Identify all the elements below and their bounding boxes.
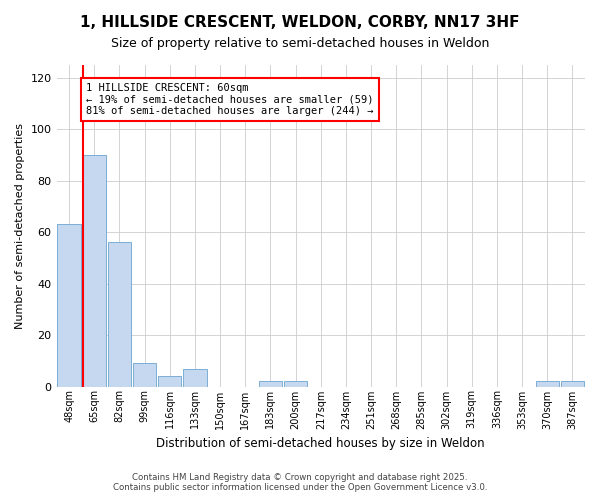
Bar [284,382,307,386]
Bar [536,382,559,386]
Bar [158,376,181,386]
Bar [561,382,584,386]
Bar [259,382,282,386]
Bar [58,224,81,386]
Bar [83,155,106,386]
Text: 1 HILLSIDE CRESCENT: 60sqm
← 19% of semi-detached houses are smaller (59)
81% of: 1 HILLSIDE CRESCENT: 60sqm ← 19% of semi… [86,83,374,116]
Text: Contains HM Land Registry data © Crown copyright and database right 2025.
Contai: Contains HM Land Registry data © Crown c… [113,473,487,492]
Text: 1, HILLSIDE CRESCENT, WELDON, CORBY, NN17 3HF: 1, HILLSIDE CRESCENT, WELDON, CORBY, NN1… [80,15,520,30]
Bar [133,364,157,386]
Bar [108,242,131,386]
Bar [183,368,206,386]
X-axis label: Distribution of semi-detached houses by size in Weldon: Distribution of semi-detached houses by … [157,437,485,450]
Y-axis label: Number of semi-detached properties: Number of semi-detached properties [15,123,25,329]
Text: Size of property relative to semi-detached houses in Weldon: Size of property relative to semi-detach… [111,38,489,51]
